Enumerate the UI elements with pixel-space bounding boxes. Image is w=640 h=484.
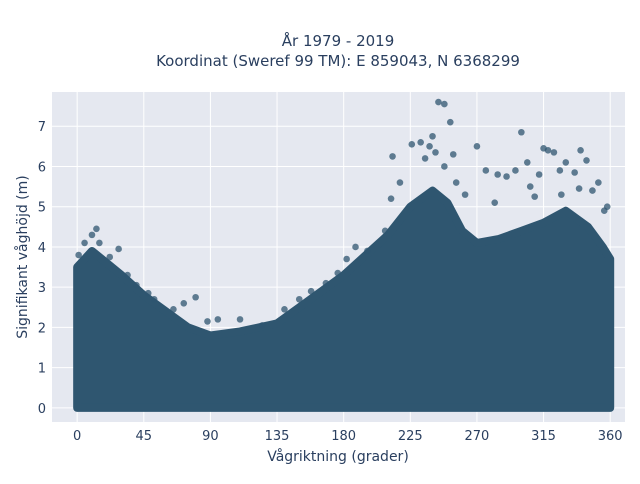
x-tick-label: 180 xyxy=(331,429,356,444)
data-point xyxy=(81,239,88,247)
data-point xyxy=(421,155,429,162)
y-tick-label: 0 xyxy=(38,402,46,417)
data-point xyxy=(449,151,457,158)
data-point xyxy=(106,253,114,261)
data-point xyxy=(575,185,583,192)
data-point xyxy=(429,132,436,140)
data-point xyxy=(473,143,481,150)
data-point xyxy=(432,149,439,156)
data-point xyxy=(396,179,404,186)
data-point xyxy=(441,163,448,170)
x-tick-label: 315 xyxy=(531,429,556,444)
data-point xyxy=(281,306,288,313)
outlier-points xyxy=(75,98,611,329)
data-point xyxy=(322,279,330,287)
data-point xyxy=(214,316,222,323)
data-point xyxy=(144,289,152,297)
y-tick-label: 7 xyxy=(38,120,46,135)
data-point xyxy=(452,179,460,186)
y-tick-label: 6 xyxy=(38,160,46,175)
x-tick-label: 135 xyxy=(265,429,290,444)
data-point xyxy=(523,159,531,166)
data-point xyxy=(170,306,177,313)
data-point xyxy=(603,203,611,210)
data-point xyxy=(258,322,266,329)
data-point xyxy=(387,195,395,202)
data-point xyxy=(133,281,140,289)
data-point xyxy=(595,179,602,186)
y-tick-label: 4 xyxy=(38,241,46,256)
data-point xyxy=(426,143,433,150)
data-point xyxy=(334,269,342,277)
dense-point-cloud xyxy=(73,186,615,412)
x-tick-label: 270 xyxy=(465,429,490,444)
data-point xyxy=(307,287,315,295)
data-point xyxy=(562,159,570,166)
data-point xyxy=(544,147,552,154)
data-point xyxy=(417,139,424,146)
chart-title-line1: År 1979 - 2019 xyxy=(282,31,395,50)
x-axis-title: Vågriktning (grader) xyxy=(267,448,409,465)
y-tick-label: 5 xyxy=(38,201,46,216)
data-point xyxy=(352,243,359,251)
data-point xyxy=(115,245,122,253)
y-axis-title: Signifikant våghöjd (m) xyxy=(14,175,31,338)
data-point xyxy=(435,98,442,106)
x-tick-label: 0 xyxy=(73,429,81,444)
data-point xyxy=(494,171,501,178)
data-point xyxy=(381,227,389,235)
data-point xyxy=(512,167,519,174)
data-point xyxy=(343,255,350,263)
dense-points-envelope xyxy=(73,186,615,412)
data-point xyxy=(96,239,103,247)
x-tick-labels: 0 45 90 135 180 225 270 315 360 xyxy=(73,429,623,444)
data-point xyxy=(518,128,525,136)
data-point xyxy=(526,183,534,190)
data-point xyxy=(558,191,565,198)
data-point xyxy=(180,299,188,307)
data-point xyxy=(389,153,396,160)
data-point xyxy=(535,171,543,178)
data-point xyxy=(491,199,499,206)
data-point xyxy=(295,295,303,303)
data-point xyxy=(150,295,158,303)
x-tick-label: 360 xyxy=(598,429,623,444)
data-point xyxy=(583,157,590,164)
data-point xyxy=(75,251,82,259)
data-point xyxy=(204,318,211,325)
y-tick-label: 1 xyxy=(38,362,46,377)
y-tick-label: 3 xyxy=(38,281,46,296)
x-tick-label: 90 xyxy=(202,429,219,444)
data-point xyxy=(446,118,454,126)
data-point xyxy=(441,100,448,108)
data-point xyxy=(577,147,584,154)
y-tick-label: 2 xyxy=(38,321,46,336)
data-point xyxy=(124,271,131,279)
data-point xyxy=(503,173,510,180)
data-point xyxy=(88,231,96,239)
data-point xyxy=(192,293,199,301)
data-point xyxy=(93,225,100,233)
y-tick-labels: 0 1 2 3 4 5 6 7 xyxy=(38,120,46,417)
data-point xyxy=(531,193,538,200)
chart-title-line2: Koordinat (Sweref 99 TM): E 859043, N 63… xyxy=(156,52,520,70)
data-point xyxy=(236,316,244,323)
data-point xyxy=(482,167,490,174)
x-tick-label: 45 xyxy=(136,429,153,444)
data-point xyxy=(571,169,578,176)
data-point xyxy=(364,247,371,255)
data-point xyxy=(461,191,469,198)
x-tick-label: 225 xyxy=(398,429,423,444)
data-point xyxy=(550,149,558,156)
data-point xyxy=(408,141,416,148)
data-point xyxy=(589,187,596,194)
data-point xyxy=(556,167,564,174)
